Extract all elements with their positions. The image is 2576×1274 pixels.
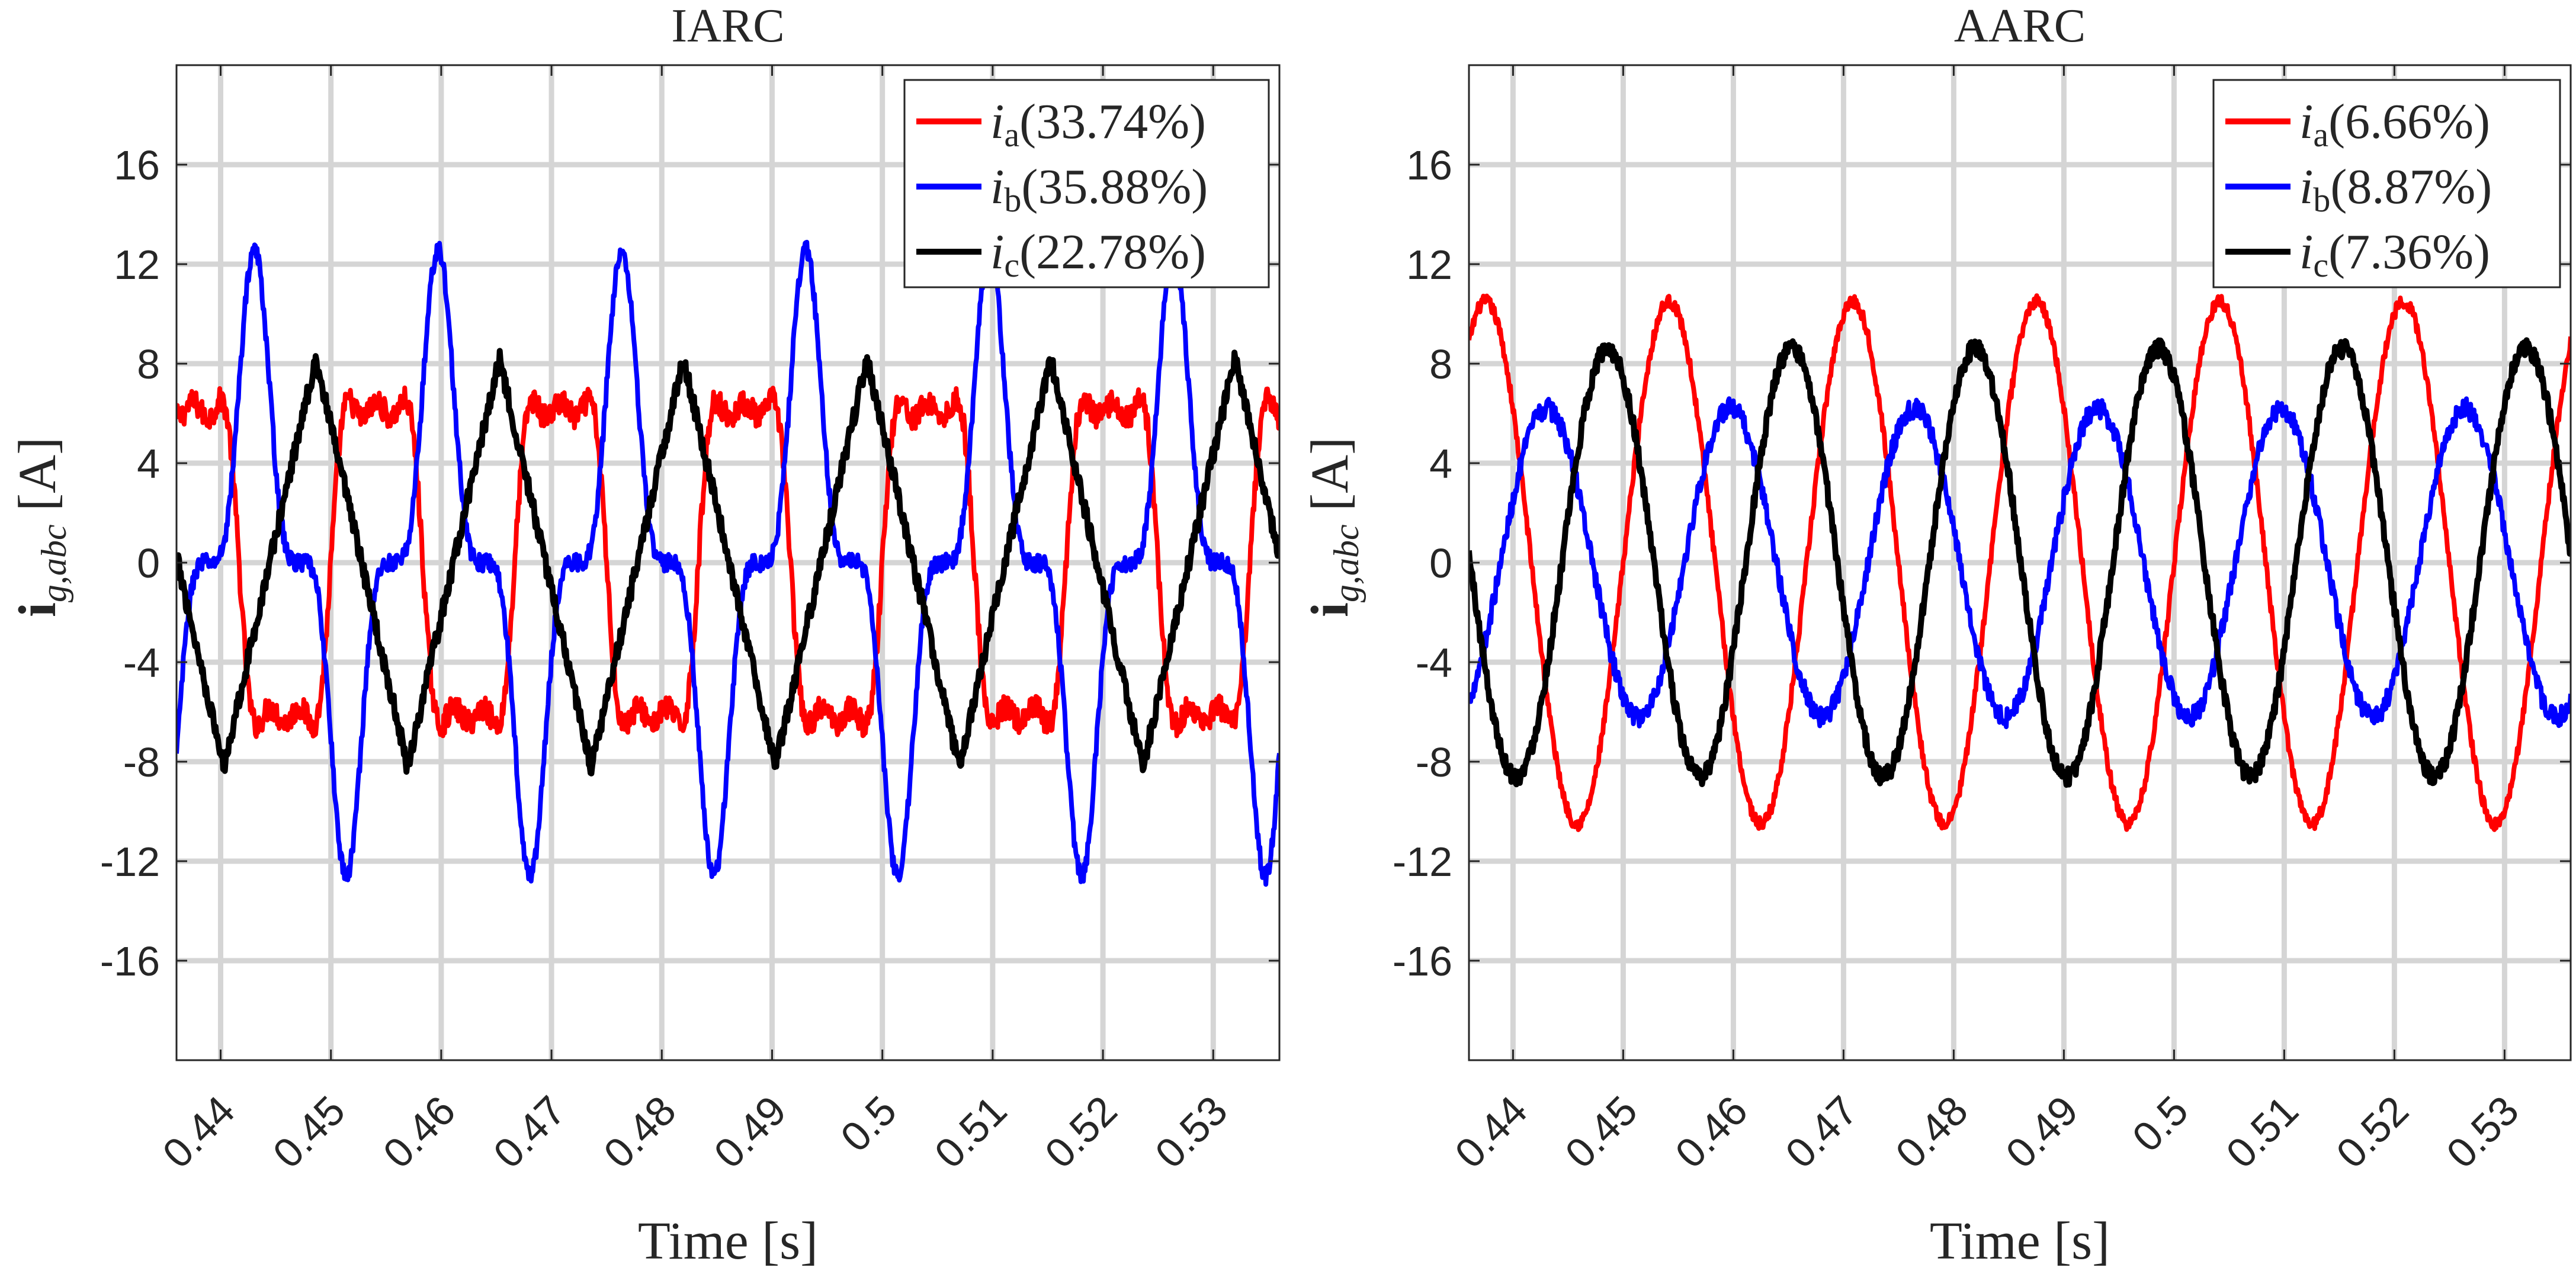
y-axis-label: ig,abc [A] xyxy=(8,437,73,617)
y-tick-label: 16 xyxy=(1406,142,1452,188)
y-tick-label: 12 xyxy=(1406,242,1452,288)
x-tick-label: 0.52 xyxy=(2328,1087,2417,1176)
x-axis-label: Time [s] xyxy=(1930,1212,2110,1270)
legend-label-c: ic(22.78%) xyxy=(990,224,1206,284)
y-tick-label: -4 xyxy=(123,640,160,686)
y-axis-label: ig,abc [A] xyxy=(1301,437,1366,617)
series-line-a xyxy=(1469,293,2571,832)
x-tick-label: 0.45 xyxy=(264,1087,354,1176)
series-line-a xyxy=(177,385,1279,739)
x-tick-label: 0.47 xyxy=(485,1087,574,1176)
y-tick-label: -12 xyxy=(100,839,160,885)
x-tick-label: 0.47 xyxy=(1777,1087,1866,1176)
x-tick-label: 0.46 xyxy=(374,1087,464,1176)
x-tick-label: 0.49 xyxy=(1997,1087,2087,1176)
y-tick-label: 8 xyxy=(137,341,160,387)
y-tick-label: -8 xyxy=(123,739,160,785)
legend-label-a: ia(33.74%) xyxy=(990,94,1206,154)
x-tick-label: 0.5 xyxy=(832,1087,905,1160)
chart-title: AARC xyxy=(1954,0,2086,52)
chart-panel-1: -16 -12 -8 -4 0 4 8 12 16 0.44 0.45 0.46 0.47 0.48 0.4… xyxy=(8,0,1281,1270)
y-tick-label: 12 xyxy=(114,242,160,288)
y-tick-label: -12 xyxy=(1393,839,1452,885)
series-line-b xyxy=(177,239,1279,887)
x-tick-label: 0.49 xyxy=(705,1087,795,1176)
legend-label-a: ia(6.66%) xyxy=(2299,94,2490,154)
legend-label-c: ic(7.36%) xyxy=(2299,224,2490,284)
x-tick-label: 0.44 xyxy=(1446,1087,1536,1176)
chart-title: IARC xyxy=(671,0,784,52)
y-tick-label: 16 xyxy=(114,142,160,188)
y-tick-label: -16 xyxy=(100,938,160,984)
y-tick-label: 4 xyxy=(1429,441,1452,487)
x-tick-label: 0.51 xyxy=(2218,1087,2307,1176)
y-tick-label: 4 xyxy=(137,441,160,487)
chart-panel-2: -16 -12 -8 -4 0 4 8 12 16 0.44 0.45 0.46 0.47 0.48 0.4… xyxy=(1301,0,2572,1270)
legend: ia(33.74%)ib(35.88%)ic(22.78%) xyxy=(903,79,1270,288)
x-tick-label: 0.51 xyxy=(926,1087,1015,1176)
y-tick-label: 8 xyxy=(1429,341,1452,387)
x-tick-label: 0.48 xyxy=(1887,1087,1977,1176)
legend: ia(6.66%)ib(8.87%)ic(7.36%) xyxy=(2212,79,2561,288)
legend-label-b: ib(8.87%) xyxy=(2299,159,2492,219)
legend-label-b: ib(35.88%) xyxy=(990,159,1208,219)
series-line-b xyxy=(1469,396,2571,730)
y-tick-label: -8 xyxy=(1416,739,1452,785)
x-tick-label: 0.45 xyxy=(1557,1087,1646,1176)
x-tick-label: 0.53 xyxy=(2438,1087,2527,1176)
x-tick-label: 0.48 xyxy=(595,1087,684,1176)
series-line-c xyxy=(177,348,1279,776)
x-tick-label: 0.46 xyxy=(1667,1087,1756,1176)
series-line-c xyxy=(1469,337,2571,788)
y-tick-label: 0 xyxy=(1429,540,1452,586)
x-axis-label: Time [s] xyxy=(638,1212,818,1270)
y-tick-label: -16 xyxy=(1393,938,1452,984)
y-tick-label: -4 xyxy=(1416,640,1452,686)
x-tick-label: 0.53 xyxy=(1146,1087,1236,1176)
x-tick-label: 0.52 xyxy=(1036,1087,1125,1176)
y-tick-label: 0 xyxy=(137,540,160,586)
x-tick-label: 0.44 xyxy=(154,1087,243,1176)
x-tick-label: 0.5 xyxy=(2123,1087,2197,1160)
